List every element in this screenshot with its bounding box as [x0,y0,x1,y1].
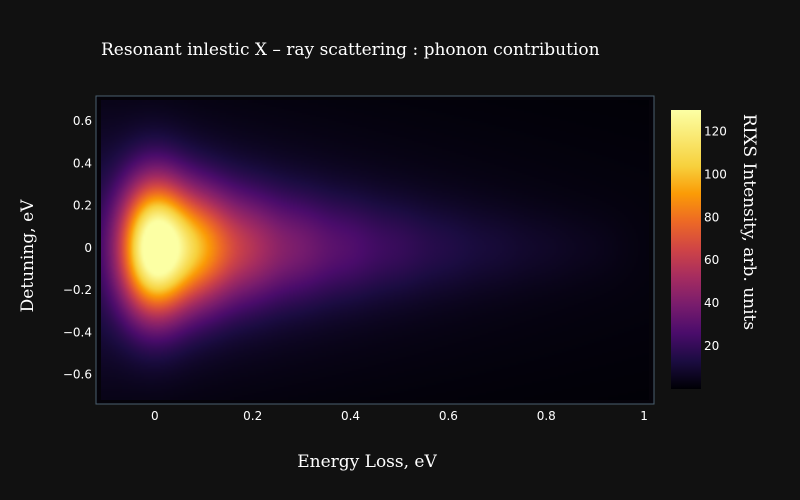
y-tick-label: 0.4 [73,156,92,170]
colorbar-tick-label: 80 [704,210,719,224]
y-tick-label: −0.6 [63,368,92,382]
y-tick-label: 0.6 [73,114,92,128]
colorbar [671,110,701,389]
colorbar-ticks: 120 100 80 60 40 20 [704,124,727,353]
x-tick-label: 0.2 [243,409,262,423]
x-tick-label: 1 [640,409,648,423]
y-tick-label: 0.2 [73,199,92,213]
x-tick-label: 0.6 [439,409,458,423]
colorbar-tick-label: 120 [704,124,727,138]
chart-title: Resonant inlestic X – ray scattering : p… [101,40,600,60]
colorbar-tick-label: 100 [704,167,727,181]
colorbar-tick-label: 60 [704,253,719,267]
y-axis-label: Detuning, eV [18,199,38,313]
colorbar-tick-label: 40 [704,296,719,310]
colorbar-label: RIXS Intensity, arb. units [739,114,759,330]
colorbar-tick-label: 20 [704,339,719,353]
y-tick-label: −0.4 [63,325,92,339]
x-axis-ticks: 0 0.2 0.4 0.6 0.8 1 [151,409,648,423]
x-axis-label: Energy Loss, eV [297,452,437,472]
heatmap-surface [101,100,649,400]
y-tick-label: 0 [84,241,92,255]
x-tick-label: 0.8 [537,409,556,423]
x-tick-label: 0.4 [341,409,360,423]
y-tick-label: −0.2 [63,283,92,297]
y-axis-ticks: 0.6 0.4 0.2 0 −0.2 −0.4 −0.6 [63,114,92,382]
x-tick-label: 0 [151,409,159,423]
